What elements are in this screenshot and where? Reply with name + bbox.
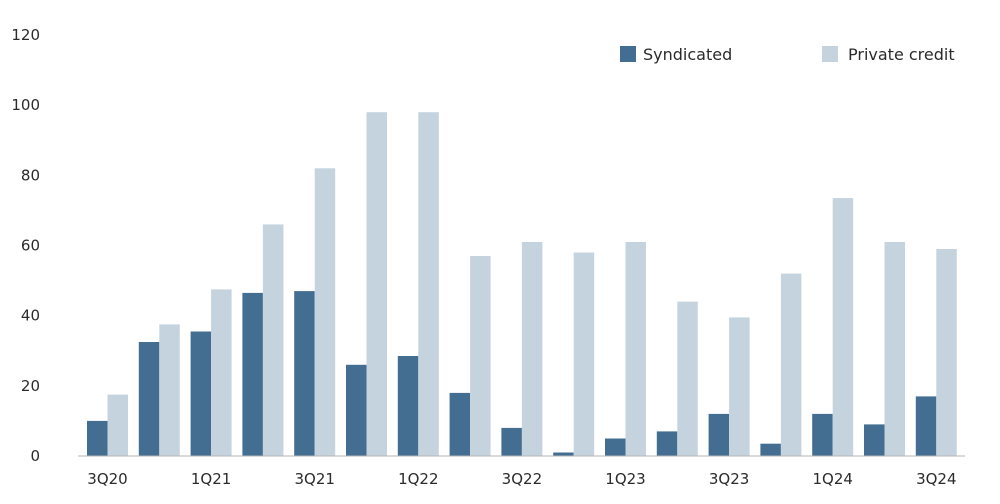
bar-syndicated-3q24 [915,396,937,456]
x-tick-label-3q22: 3Q22 [502,470,542,488]
bar-syndicated-1q24 [812,413,833,456]
y-tick-label-40: 40 [21,307,40,325]
legend-swatch-private-credit [822,46,838,62]
bar-private-credit-4q21 [366,112,387,456]
x-tick-label-3q20: 3Q20 [87,470,127,488]
y-tick-label-100: 100 [11,96,40,114]
bar-syndicated-1q21 [190,331,212,456]
bar-private-credit-2q22 [470,256,491,456]
x-tick-label-1q21: 1Q21 [191,470,231,488]
x-tick-label-3q21: 3Q21 [294,470,334,488]
bar-private-credit-2q23 [677,301,698,456]
bar-syndicated-3q22 [501,427,522,456]
bar-private-credit-1q21 [211,289,232,456]
bar-syndicated-4q22 [553,452,574,456]
bar-syndicated-3q21 [294,291,315,456]
bar-syndicated-1q22 [397,356,419,456]
x-tick-label-1q24: 1Q24 [812,470,852,488]
bar-private-credit-1q24 [832,198,854,456]
y-tick-label-120: 120 [11,26,40,44]
bar-private-credit-3q22 [521,242,543,456]
bar-syndicated-1q23 [605,438,626,456]
y-tick-label-0: 0 [30,447,40,465]
bar-syndicated-2q21 [242,292,263,456]
bar-syndicated-4q21 [346,364,367,456]
bar-private-credit-1q22 [418,112,439,456]
bar-private-credit-4q23 [780,273,802,456]
bar-private-credit-3q21 [314,168,336,457]
bar-syndicated-2q23 [656,431,678,456]
bar-private-credit-2q21 [262,224,284,456]
bar-syndicated-2q24 [864,424,885,456]
x-tick-label-3q23: 3Q23 [709,470,749,488]
bar-private-credit-3q23 [729,317,750,456]
bar-syndicated-4q23 [760,443,781,456]
y-axis: 0 20 40 60 80 100 120 [11,26,40,465]
bar-syndicated-3q20 [87,420,108,456]
x-tick-label-1q22: 1Q22 [398,470,438,488]
legend: Syndicated Private credit [620,45,955,64]
bar-private-credit-4q22 [573,252,595,456]
bar-private-credit-3q20 [107,394,128,456]
legend-label-syndicated: Syndicated [643,45,732,64]
bar-private-credit-4q20 [159,324,180,456]
y-tick-label-60: 60 [21,237,40,255]
legend-label-private-credit: Private credit [848,45,955,64]
y-tick-label-20: 20 [21,377,40,395]
x-tick-label-1q23: 1Q23 [605,470,645,488]
bar-syndicated-2q22 [449,392,471,456]
legend-swatch-syndicated [620,46,636,62]
bar-syndicated-3q23 [708,413,730,456]
y-tick-label-80: 80 [21,166,40,184]
x-axis: 3Q20 1Q21 3Q21 1Q22 3Q22 1Q23 3Q23 1Q24 3Q24 [87,470,956,488]
bar-private-credit-3q24 [936,249,957,456]
bar-private-credit-2q24 [884,242,905,456]
bar-private-credit-1q23 [625,242,646,456]
bar-syndicated-4q20 [138,342,160,456]
bars [87,112,957,457]
x-tick-label-3q24: 3Q24 [916,470,956,488]
